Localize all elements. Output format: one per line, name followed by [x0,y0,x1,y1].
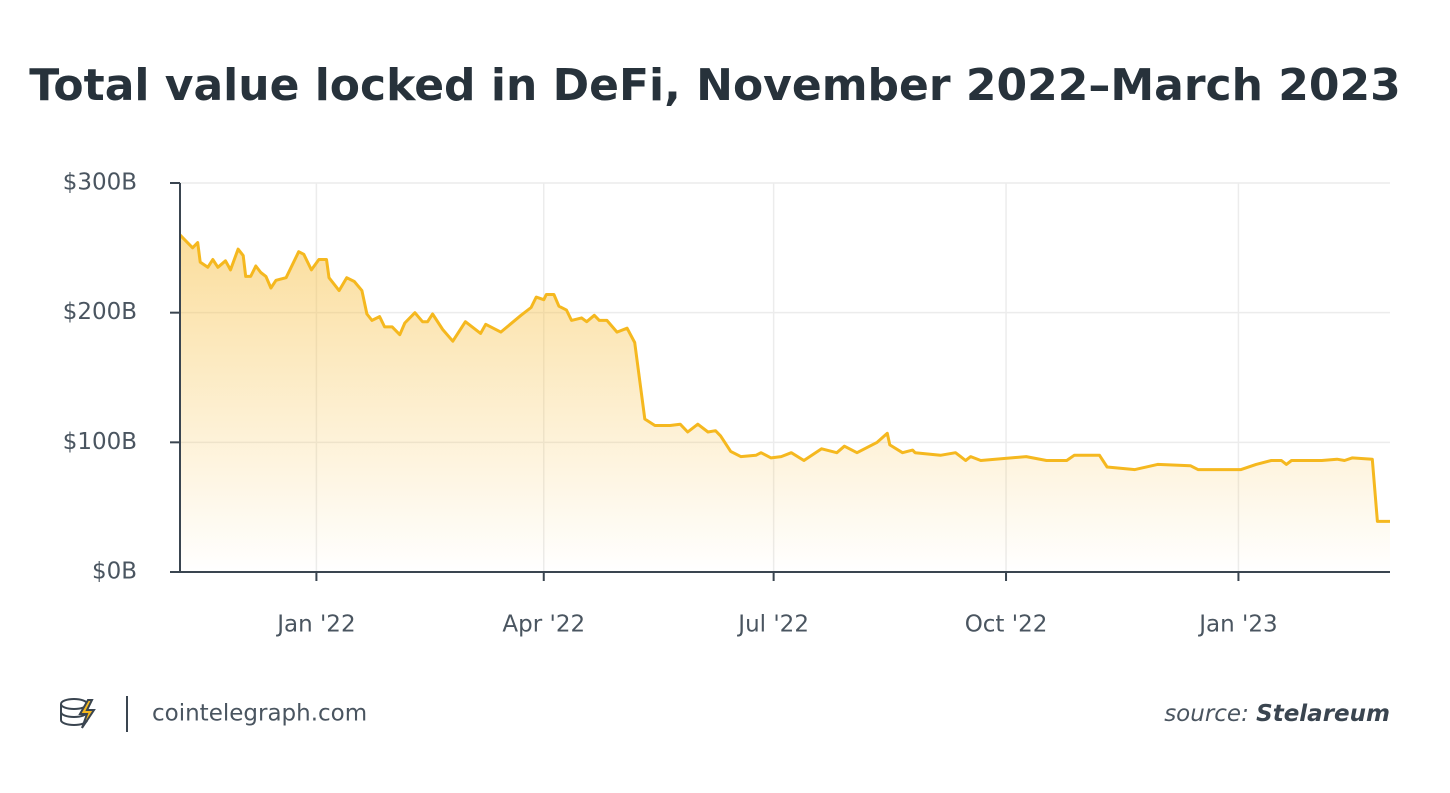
y-tick-label: $200B [63,299,137,325]
source: source: Stelareum [1164,701,1390,727]
y-tick-label: $300B [63,170,137,196]
logo [60,698,96,729]
plot: $0B $100B $200B $300B Jan '22 Apr '22 Jul '22 O… [63,170,1390,638]
x-tick-label: Jul '22 [736,612,809,638]
area [180,234,1390,572]
source-label: source: [1164,701,1249,727]
x-tick-label: Jan '23 [1197,612,1277,638]
site-name: cointelegraph.com [152,701,367,727]
line [178,233,1390,523]
x-tick-label: Jan '22 [275,612,355,638]
x-tick-label: Apr '22 [502,612,585,638]
chart-title: Total value locked in DeFi, November 202… [29,60,1400,111]
y-tick-label: $0B [92,559,137,585]
y-tick-label: $100B [63,429,137,455]
source-name: Stelareum [1256,701,1390,727]
x-tick-label: Oct '22 [965,612,1048,638]
